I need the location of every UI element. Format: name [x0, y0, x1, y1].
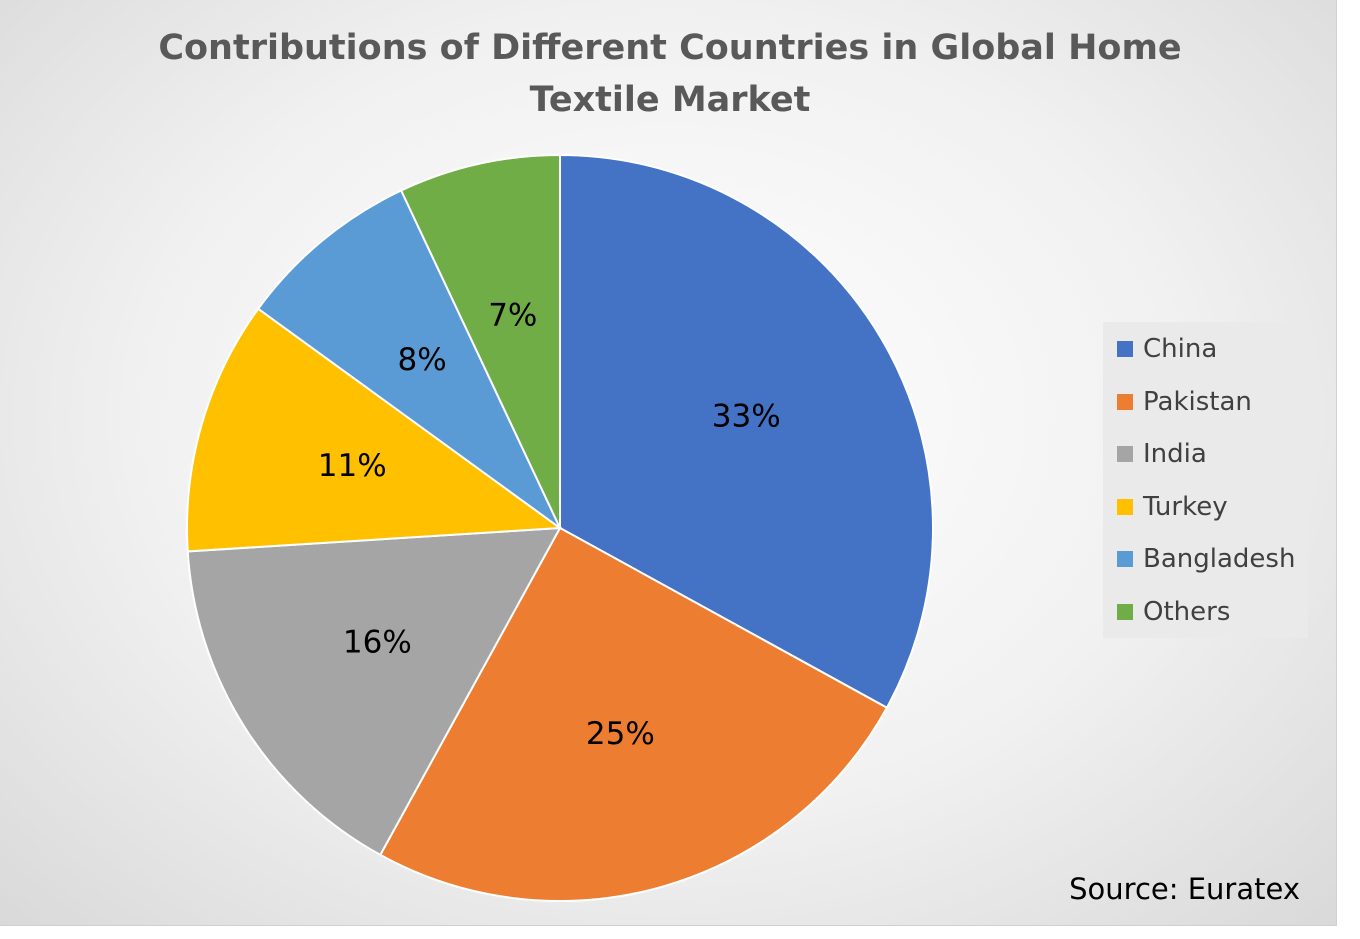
legend-item-pakistan: Pakistan: [1117, 382, 1252, 422]
chart-title-line-1: Contributions of Different Countries in …: [158, 28, 1182, 68]
pie-chart: 33% 25% 16% 11% 8% 7%: [186, 153, 934, 902]
legend-swatch-pakistan: [1117, 393, 1133, 410]
data-label-others: 7%: [488, 297, 537, 333]
data-label-india: 16%: [343, 624, 412, 660]
chart-area: Contributions of Different Countries in …: [0, 0, 1337, 926]
pie-slice-china: [559, 153, 934, 710]
legend-item-india: India: [1117, 434, 1207, 474]
legend-label-others: Others: [1143, 596, 1231, 627]
chart-title-line-2: Textile Market: [529, 80, 811, 120]
pie-slice-turkey: [186, 307, 563, 553]
legend-swatch-others: [1117, 603, 1133, 620]
legend-swatch-turkey: [1117, 498, 1133, 515]
legend-item-turkey: Turkey: [1117, 487, 1228, 527]
chart-title: Contributions of Different Countries in …: [80, 22, 1260, 126]
data-label-turkey: 11%: [318, 448, 387, 484]
data-label-pakistan: 25%: [586, 716, 655, 752]
legend-item-bangladesh: Bangladesh: [1117, 539, 1295, 579]
pie-slice-bangladesh: [256, 189, 561, 529]
legend-label-bangladesh: Bangladesh: [1143, 544, 1296, 574]
source-note: Source: Euratex: [1069, 872, 1300, 906]
chart-legend: China Pakistan India Turkey Bangladesh Others: [1103, 322, 1308, 638]
pie-slice-india: [186, 526, 562, 857]
legend-item-china: China: [1117, 329, 1217, 369]
pie-slice-pakistan: [378, 526, 889, 902]
pie-slice-others: [399, 153, 561, 529]
legend-item-others: Others: [1117, 592, 1230, 632]
legend-label-turkey: Turkey: [1143, 491, 1228, 522]
legend-swatch-china: [1117, 341, 1133, 357]
legend-label-pakistan: Pakistan: [1143, 386, 1252, 417]
legend-label-china: China: [1143, 334, 1218, 364]
legend-label-india: India: [1143, 439, 1207, 469]
data-label-china: 33%: [712, 398, 781, 434]
data-label-bangladesh: 8%: [398, 342, 447, 378]
legend-swatch-india: [1117, 446, 1133, 462]
legend-swatch-bangladesh: [1117, 551, 1133, 567]
